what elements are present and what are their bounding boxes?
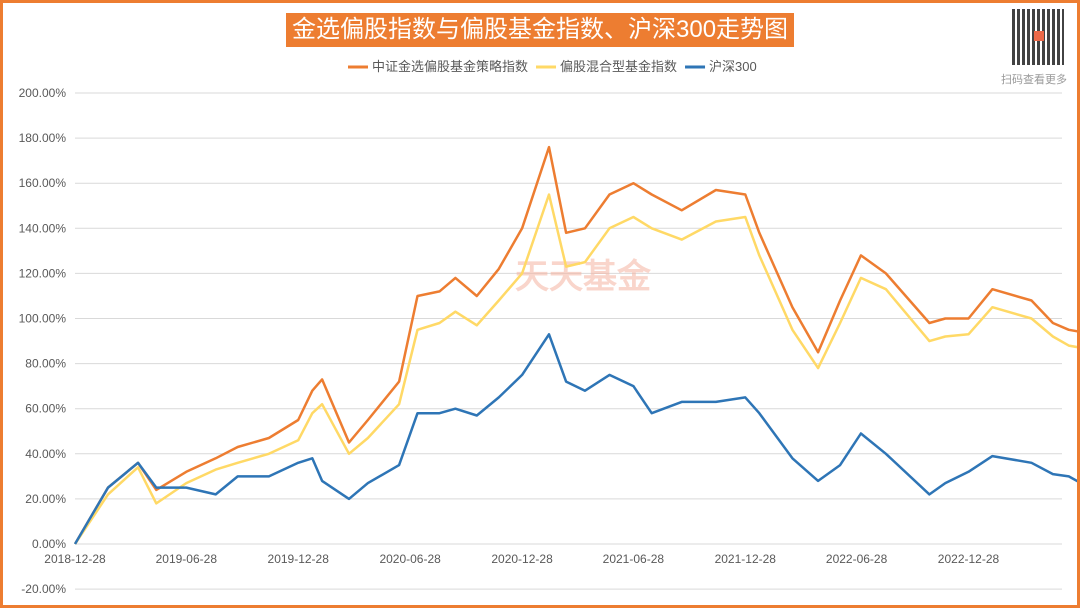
qr-caption: 扫码查看更多	[1001, 74, 1067, 86]
x-tick-label: 2021-06-28	[603, 552, 665, 566]
y-tick-label: 180.00%	[19, 131, 67, 145]
y-tick-label: 200.00%	[19, 86, 67, 100]
y-tick-label: 40.00%	[25, 447, 66, 461]
x-tick-label: 2022-06-28	[826, 552, 888, 566]
y-tick-label: 60.00%	[25, 402, 66, 416]
y-tick-label: 80.00%	[25, 357, 66, 371]
y-tick-label: 140.00%	[19, 221, 67, 235]
chart-title: 金选偏股指数与偏股基金指数、沪深300走势图	[286, 13, 795, 47]
y-tick-label: 20.00%	[25, 492, 66, 506]
series-line	[73, 145, 1077, 545]
x-tick-label: 2020-06-28	[379, 552, 441, 566]
x-tick-label: 2022-12-28	[938, 552, 1000, 566]
x-tick-label: 2019-12-28	[268, 552, 330, 566]
series-line	[73, 193, 1077, 545]
x-tick-label: 2018-12-28	[44, 552, 106, 566]
x-tick-label: 2021-12-28	[715, 552, 777, 566]
x-tick-label: 2020-12-28	[491, 552, 553, 566]
line-chart: -20.00% 0.00% 20.00% 40.00% 60.00% 80.00% 100.…	[19, 59, 1077, 596]
legend-label: 沪深300	[709, 59, 757, 74]
y-tick-label: -20.00%	[21, 582, 66, 596]
qr-code	[1012, 9, 1064, 65]
x-tick-label: 2019-06-28	[156, 552, 218, 566]
y-tick-label: 120.00%	[19, 266, 67, 280]
legend-label: 偏股混合型基金指数	[560, 59, 677, 74]
legend-label: 中证金选偏股基金策略指数	[372, 59, 528, 74]
y-tick-label: 100.00%	[19, 312, 67, 326]
series-line	[73, 333, 1077, 545]
y-tick-label: 0.00%	[32, 537, 66, 551]
y-tick-label: 160.00%	[19, 176, 67, 190]
